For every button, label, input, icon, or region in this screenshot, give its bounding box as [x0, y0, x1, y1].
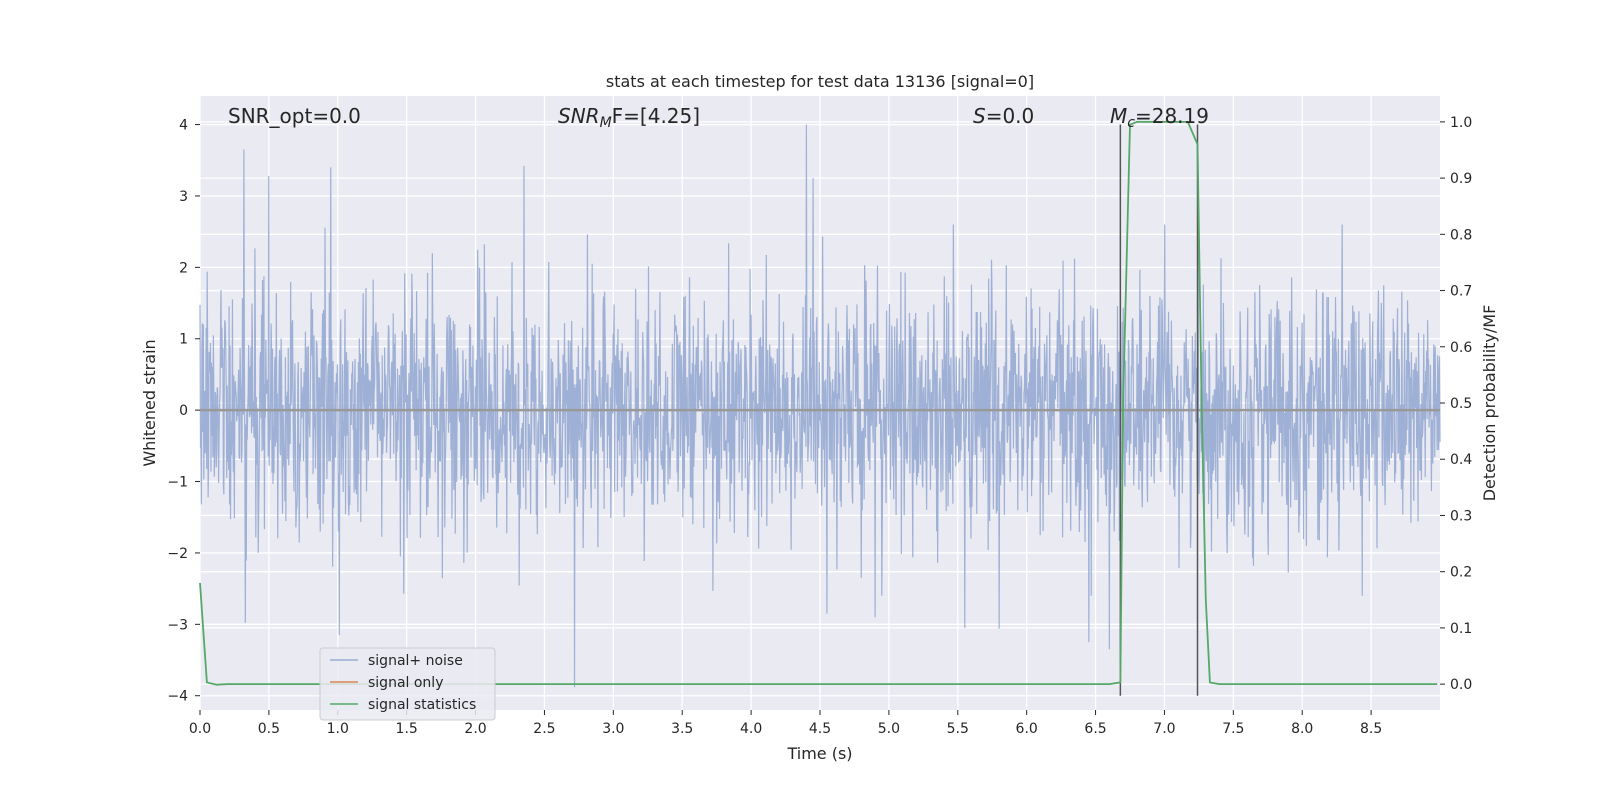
annotation-snr-mf-sub: M [600, 115, 612, 131]
y2-tick-label: 0.5 [1450, 396, 1472, 412]
y-tick-label: 2 [179, 260, 188, 276]
x-tick-label: 8.0 [1291, 721, 1313, 737]
x-tick-label: 3.5 [671, 721, 693, 737]
annotation-mc: Mc=28.19 [1110, 104, 1209, 131]
x-tick-label: 0.5 [258, 721, 280, 737]
x-tick-label: 0.0 [189, 721, 211, 737]
y-tick-label: −3 [167, 617, 188, 633]
x-tick-label: 6.5 [1084, 721, 1106, 737]
y2-tick-label: 0.0 [1450, 677, 1472, 693]
chart-title: stats at each timestep for test data 131… [606, 72, 1034, 91]
annotation-s-italic: S [973, 104, 986, 128]
annotation-s-rest: =0.0 [986, 104, 1035, 128]
signal-noise-line [199, 124, 1441, 688]
annotation-snr-mf: SNRMF=[4.25] [558, 104, 700, 131]
legend-label-signal-only: signal only [368, 675, 443, 691]
y-axis-title: Whitened strain [140, 339, 159, 466]
x-tick-label: 8.5 [1360, 721, 1382, 737]
y2-axis-ticks: 0.0 0.1 0.2 0.3 0.4 0.5 0.6 0.7 0.8 0.9 1.0 [1440, 115, 1472, 693]
y-tick-label: −1 [167, 475, 188, 491]
y2-tick-label: 0.3 [1450, 508, 1472, 524]
x-axis-ticks: 0.0 0.5 1.0 1.5 2.0 2.5 3.0 3.5 4.0 4.5 5.0 5.5 6.0 6… [189, 710, 1382, 737]
y-axis-ticks: −4 −3 −2 −1 0 1 2 3 4 [167, 118, 200, 705]
x-tick-label: 5.0 [878, 721, 900, 737]
annotation-s: S=0.0 [973, 104, 1034, 128]
legend: signal+ noise signal only signal statist… [319, 647, 496, 721]
series-signal-statistics [199, 120, 1438, 686]
x-tick-label: 7.5 [1222, 721, 1244, 737]
annotation-snr-mf-italic: SNR [558, 104, 600, 128]
y-tick-label: 0 [179, 403, 188, 419]
y-tick-label: −4 [167, 689, 188, 705]
series-signal-noise [199, 124, 1441, 688]
y-tick-label: 3 [179, 189, 188, 205]
x-tick-label: 2.5 [533, 721, 555, 737]
x-tick-label: 2.0 [464, 721, 486, 737]
legend-box [319, 647, 496, 721]
x-tick-label: 4.5 [809, 721, 831, 737]
x-tick-label: 6.0 [1016, 721, 1038, 737]
y2-tick-label: 0.1 [1450, 621, 1472, 637]
x-tick-label: 5.5 [947, 721, 969, 737]
annotation-mc-sub: c [1127, 115, 1135, 131]
signal-statistics-line [199, 120, 1438, 686]
y2-tick-label: 0.6 [1450, 340, 1472, 356]
y-tick-label: −2 [167, 546, 188, 562]
annotation-mc-italic: M [1110, 104, 1127, 128]
y2-tick-label: 0.7 [1450, 284, 1472, 300]
x-tick-label: 4.0 [740, 721, 762, 737]
y2-tick-label: 0.4 [1450, 452, 1472, 468]
y2-axis-title: Detection probability/MF [1480, 305, 1499, 502]
y-tick-label: 1 [179, 332, 188, 348]
annotation-snr-opt: SNR_opt=0.0 [228, 104, 361, 128]
y2-tick-label: 0.2 [1450, 565, 1472, 581]
x-tick-label: 1.5 [396, 721, 418, 737]
x-axis-title: Time (s) [786, 744, 852, 763]
y2-tick-label: 1.0 [1450, 115, 1472, 131]
x-tick-label: 1.0 [327, 721, 349, 737]
y-tick-label: 4 [179, 118, 188, 134]
y2-tick-label: 0.8 [1450, 227, 1472, 243]
x-tick-label: 7.0 [1153, 721, 1175, 737]
x-tick-label: 3.0 [602, 721, 624, 737]
legend-label-signal-noise: signal+ noise [368, 653, 463, 669]
y2-tick-label: 0.9 [1450, 171, 1472, 187]
annotation-mc-rest: =28.19 [1135, 104, 1209, 128]
legend-label-signal-statistics: signal statistics [368, 697, 476, 713]
annotation-snr-mf-rest: F=[4.25] [612, 104, 700, 128]
